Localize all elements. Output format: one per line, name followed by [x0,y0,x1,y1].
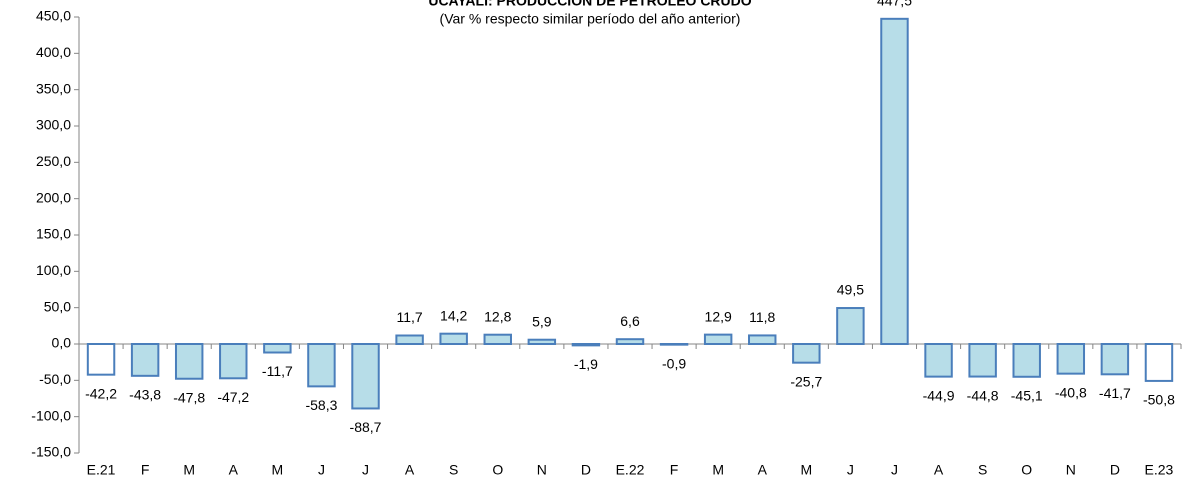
bar [571,343,601,347]
x-tick-label: D [581,462,591,478]
x-tick-label: D [1110,462,1120,478]
bar [174,343,204,380]
data-label: 11,7 [396,309,422,325]
data-label: -41,7 [1099,385,1131,401]
x-tick-label: F [670,462,679,478]
bar [792,343,821,364]
y-tick-label: 250,0 [36,153,71,169]
data-label: -50,8 [1143,392,1175,408]
bar [1100,343,1130,376]
x-tick-label: M [272,462,284,478]
x-tick-label: A [229,462,239,478]
y-tick-label: 0,0 [52,335,72,351]
x-tick-label: O [1021,462,1032,478]
y-tick-label: 400,0 [36,44,71,60]
data-label: 5,9 [532,313,552,329]
bar [130,343,160,377]
data-label: 447,5 [877,0,912,9]
bar [483,333,512,346]
data-label: -88,7 [350,419,382,435]
bar [1144,343,1174,382]
y-tick-label: 100,0 [36,262,71,278]
x-tick-label: N [537,462,547,478]
data-label: -0,9 [662,355,686,371]
bar [615,338,645,346]
data-label: 49,5 [837,282,864,298]
y-tick-label: -150,0 [31,444,71,460]
y-tick-label: 350,0 [36,80,71,96]
x-tick-label: J [847,462,854,478]
bar [748,334,777,345]
data-label: 12,9 [705,308,732,324]
bar [880,17,909,345]
y-tick-label: -100,0 [31,407,71,423]
data-label: -25,7 [790,373,822,389]
data-label: -11,7 [262,363,293,379]
bar [439,332,468,346]
bar [86,343,116,376]
data-label: 12,8 [484,308,511,324]
x-tick-label: J [362,462,369,478]
data-label: -58,3 [305,397,337,413]
data-label: -42,2 [85,385,117,401]
x-tick-label: S [449,462,458,478]
y-tick-label: 50,0 [44,298,71,314]
bar [219,343,248,380]
bar [924,343,953,378]
data-label: -43,8 [129,387,161,403]
data-label: -1,9 [574,356,598,372]
x-tick-label: O [492,462,503,478]
bar [836,307,865,345]
x-tick-label: A [758,462,768,478]
chart-title: UCAYALI: PRODUCCIÓN DE PETRÓLEO CRUDO [428,0,751,9]
x-tick-label: N [1066,462,1076,478]
bar [968,343,997,378]
x-tick-label: J [891,462,898,478]
data-label: -45,1 [1011,387,1043,403]
y-tick-label: 200,0 [36,189,71,205]
bar [703,333,733,346]
data-label: 11,8 [749,309,775,325]
y-tick-label: -50,0 [39,371,71,387]
y-tick-label: 450,0 [36,8,71,24]
data-label: 6,6 [620,313,640,329]
x-tick-label: J [318,462,325,478]
data-label: -40,8 [1055,384,1087,400]
x-tick-label: E.21 [87,462,116,478]
data-label: -47,2 [217,389,249,405]
bar [395,334,424,345]
x-tick-label: E.23 [1145,462,1174,478]
x-tick-label: S [978,462,987,478]
data-label: -47,8 [173,389,205,405]
bar [1056,343,1086,375]
x-tick-label: M [183,462,195,478]
data-label: 14,2 [440,307,467,323]
bar [263,343,292,354]
x-tick-label: M [712,462,724,478]
y-tick-label: 150,0 [36,226,71,242]
data-label: -44,8 [967,387,999,403]
y-tick-label: 300,0 [36,117,71,133]
x-tick-label: M [800,462,812,478]
data-label: -44,9 [923,387,955,403]
bar [527,338,557,346]
x-tick-label: A [405,462,415,478]
bar [307,343,336,388]
x-tick-label: F [141,462,150,478]
bar [351,343,380,410]
chart-subtitle: (Var % respecto similar período del año … [440,11,741,27]
x-tick-label: A [934,462,944,478]
x-tick-label: E.22 [616,462,645,478]
bar [659,343,689,346]
bar [1012,343,1041,378]
